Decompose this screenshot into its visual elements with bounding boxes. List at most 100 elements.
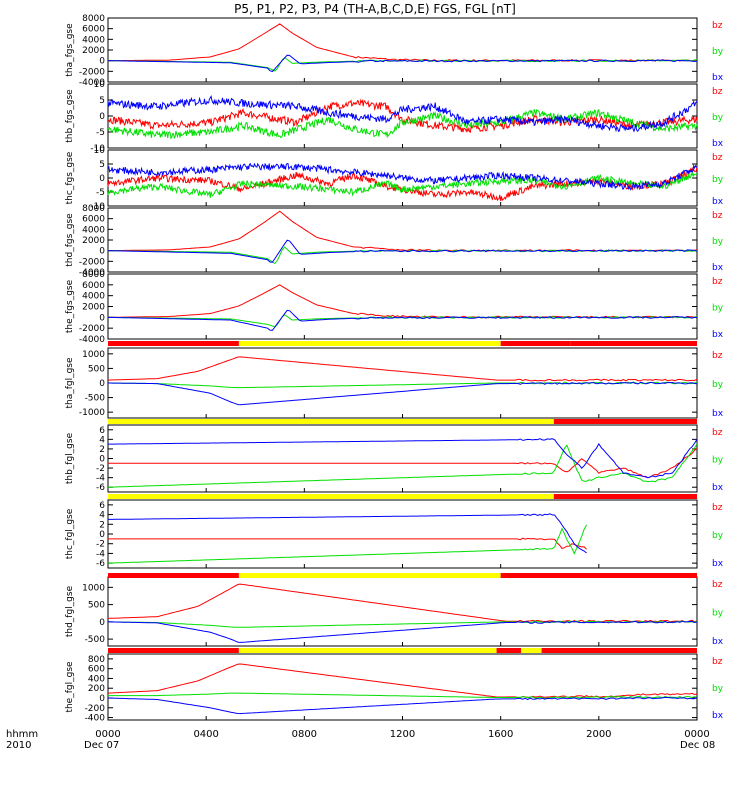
series-line-by bbox=[108, 524, 588, 564]
y-tick-label: -4 bbox=[96, 549, 105, 559]
mode-bar-segment bbox=[238, 573, 501, 578]
y-tick-label: 1000 bbox=[82, 583, 105, 593]
legend-by: by bbox=[712, 609, 724, 619]
y-tick-label: 5 bbox=[99, 96, 105, 106]
panel-frame bbox=[107, 653, 698, 721]
y-axis-label: thd_fgl_gse bbox=[65, 585, 75, 637]
legend-bz: bz bbox=[712, 428, 723, 438]
panel-9: 1000 500 0 -500 thd_fgl_gse bz by bx bbox=[65, 576, 724, 647]
panel-frame bbox=[107, 17, 698, 83]
legend-by: by bbox=[712, 684, 724, 694]
series-line-bx bbox=[108, 513, 587, 554]
legend-bx: bx bbox=[712, 197, 724, 207]
legend-by: by bbox=[712, 175, 724, 185]
y-tick-label: -10 bbox=[90, 144, 105, 154]
x-end-date: Dec 08 bbox=[680, 740, 715, 751]
legend-by: by bbox=[712, 380, 724, 390]
y-tick-label: 1000 bbox=[82, 350, 105, 360]
y-tick-label: -4000 bbox=[79, 335, 105, 345]
mode-bar-segment bbox=[553, 419, 697, 424]
y-tick-label: -2000 bbox=[79, 324, 105, 334]
legend-bz: bz bbox=[712, 87, 723, 97]
y-tick-label: 6 bbox=[99, 501, 105, 511]
legend-bx: bx bbox=[712, 139, 724, 149]
mode-bar-segment bbox=[108, 573, 239, 578]
legend-bx: bx bbox=[712, 711, 724, 721]
plot-title: P5, P1, P2, P3, P4 (TH-A,B,C,D,E) FGS, F… bbox=[234, 2, 516, 16]
legend-bx: bx bbox=[712, 637, 724, 647]
x-tick-label: 0400 bbox=[193, 729, 218, 740]
mode-bar-segment bbox=[496, 648, 522, 653]
series-line-by bbox=[108, 381, 698, 389]
panel-frame bbox=[107, 424, 698, 493]
legend-bx: bx bbox=[712, 73, 724, 83]
y-tick-label: 0 bbox=[99, 530, 105, 540]
y-tick-label: 2 bbox=[99, 520, 105, 530]
y-axis-label: thd_fgs_gse bbox=[65, 213, 75, 267]
series-line-by bbox=[108, 620, 698, 628]
x-tick-label: 2000 bbox=[586, 729, 611, 740]
y-tick-label: 6 bbox=[99, 426, 105, 436]
y-axis-label: the_fgs_gse bbox=[65, 279, 75, 333]
y-tick-label: 4000 bbox=[82, 292, 105, 302]
y-tick-label: -500 bbox=[85, 635, 106, 645]
y-tick-label: 0 bbox=[99, 247, 105, 257]
panel-frame bbox=[107, 576, 698, 647]
y-tick-label: 600 bbox=[88, 665, 105, 675]
series-line-bx bbox=[108, 162, 698, 191]
mode-bar-segment bbox=[238, 341, 501, 346]
series-line-bz bbox=[107, 583, 698, 623]
y-tick-label: 6000 bbox=[82, 215, 105, 225]
legend-by: by bbox=[712, 47, 724, 57]
legend-by: by bbox=[712, 456, 724, 466]
legend-bz: bz bbox=[712, 277, 723, 287]
y-tick-label: 0 bbox=[99, 618, 105, 628]
legend-by: by bbox=[712, 113, 724, 123]
y-tick-label: -2 bbox=[96, 540, 105, 550]
series-line-by bbox=[108, 692, 698, 699]
y-tick-label: 4000 bbox=[82, 225, 105, 235]
series-line-bz bbox=[108, 284, 698, 319]
y-tick-label: 2000 bbox=[82, 236, 105, 246]
y-tick-label: 6000 bbox=[82, 281, 105, 291]
series-line-bx bbox=[108, 239, 698, 263]
x-start-date: Dec 07 bbox=[84, 740, 119, 751]
y-tick-label: -200 bbox=[85, 704, 106, 714]
series-line-bx bbox=[108, 54, 698, 73]
y-tick-label: 6000 bbox=[82, 25, 105, 35]
y-axis-label: thc_fgl_gse bbox=[65, 508, 75, 559]
x-tick-label: 0000 bbox=[684, 729, 709, 740]
y-tick-label: 2000 bbox=[82, 46, 105, 56]
series-line-bz bbox=[107, 356, 698, 382]
mode-bar-segment bbox=[521, 648, 542, 653]
x-tick-label: 1600 bbox=[488, 729, 513, 740]
y-tick-label: 10 bbox=[94, 146, 106, 156]
series-line-bz bbox=[108, 448, 698, 479]
series-line-bx bbox=[108, 620, 698, 643]
y-tick-label: -2000 bbox=[79, 67, 105, 77]
legend-bz: bz bbox=[712, 351, 723, 361]
y-axis-label: the_fgl_gse bbox=[65, 661, 75, 713]
y-tick-label: 500 bbox=[88, 601, 105, 611]
y-tick-label: 4 bbox=[99, 511, 105, 521]
series-line-by bbox=[107, 108, 698, 140]
series-line-bz bbox=[108, 537, 587, 550]
mode-bar-segment bbox=[108, 494, 554, 499]
x-tick-label: 0800 bbox=[292, 729, 317, 740]
y-axis-label: thc_fgs_gse bbox=[65, 151, 75, 204]
mode-bar-segment bbox=[570, 341, 697, 346]
mode-bars bbox=[108, 341, 697, 653]
legend-by: by bbox=[712, 237, 724, 247]
y-tick-label: 200 bbox=[88, 684, 105, 694]
panel-2: 10 5 0 -5 -10 thb_fgs_gse bz by bx bbox=[65, 80, 724, 154]
y-tick-label: 500 bbox=[88, 364, 105, 374]
y-tick-label: -4 bbox=[96, 474, 105, 484]
mode-bar-segment bbox=[500, 341, 571, 346]
mode-bar-segment bbox=[108, 341, 239, 346]
legend-bx: bx bbox=[712, 559, 724, 569]
legend-bx: bx bbox=[712, 483, 724, 493]
